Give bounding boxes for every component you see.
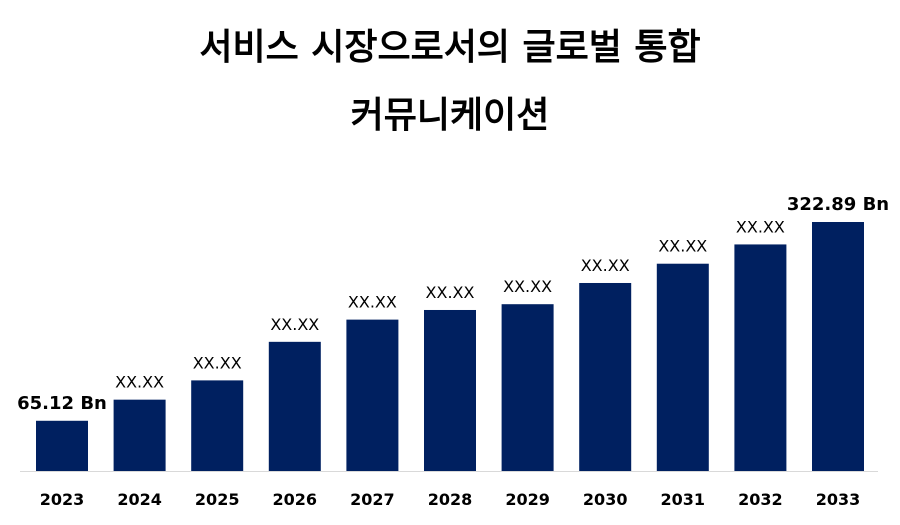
x-tick-label-2027: 2027	[350, 490, 395, 509]
x-tick-label-2026: 2026	[273, 490, 318, 509]
bar-2024	[113, 399, 166, 471]
x-tick-label-2024: 2024	[117, 490, 162, 509]
bar-2030	[579, 282, 632, 471]
x-tick-label-2033: 2033	[816, 490, 861, 509]
data-label-2024: XX.XX	[115, 373, 164, 392]
bar-2033	[812, 222, 864, 471]
data-label-2031: XX.XX	[658, 237, 707, 256]
data-label-2027: XX.XX	[348, 293, 397, 312]
x-tick-label-2032: 2032	[738, 490, 783, 509]
data-label-2025: XX.XX	[193, 353, 242, 372]
chart-title-line-1: 서비스 시장으로서의 글로벌 통합	[199, 27, 701, 68]
chart-title-line-2: 커뮤니케이션	[350, 95, 550, 136]
bar-2028	[424, 309, 476, 471]
x-tick-label-2031: 2031	[661, 490, 706, 509]
x-tick-label-2028: 2028	[428, 490, 473, 509]
data-label-2023: 65.12 Bn	[17, 393, 107, 414]
bar-2032	[734, 244, 787, 471]
data-label-2033: 322.89 Bn	[787, 194, 889, 215]
x-tick-label-2025: 2025	[195, 490, 240, 509]
x-tick-label-2029: 2029	[505, 490, 550, 509]
data-label-2028: XX.XX	[426, 283, 475, 302]
bar-2025	[191, 380, 244, 471]
bar-2031	[656, 263, 709, 471]
bar-2027	[346, 319, 399, 471]
data-label-2030: XX.XX	[581, 256, 630, 275]
x-tick-label-2023: 2023	[40, 490, 85, 509]
bar-2026	[268, 341, 321, 471]
data-label-2026: XX.XX	[270, 315, 319, 334]
bar-2029	[501, 304, 554, 471]
data-label-2029: XX.XX	[503, 277, 552, 296]
bar-2023	[36, 420, 88, 471]
data-label-2032: XX.XX	[736, 217, 785, 236]
x-tick-label-2030: 2030	[583, 490, 628, 509]
